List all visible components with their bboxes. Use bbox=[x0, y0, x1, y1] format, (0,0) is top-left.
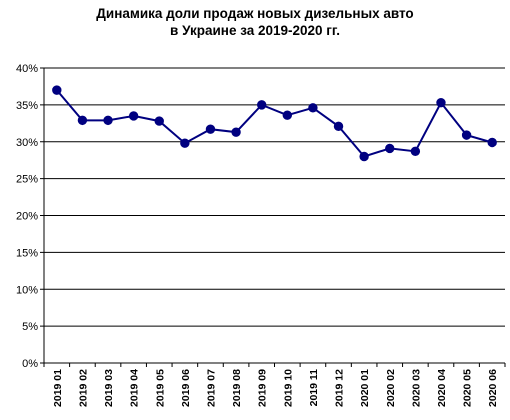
y-tick-label: 20% bbox=[16, 211, 38, 223]
data-point bbox=[487, 137, 497, 148]
x-tick-label: 2019 06 bbox=[180, 369, 192, 407]
data-point bbox=[256, 100, 267, 110]
x-tick-label: 2019 01 bbox=[52, 369, 64, 407]
x-tick-label: 2019 04 bbox=[129, 369, 141, 407]
x-tick-label: 2019 10 bbox=[282, 369, 294, 407]
y-tick-label: 15% bbox=[16, 247, 38, 259]
x-tick-label: 2019 03 bbox=[103, 369, 115, 407]
x-tick-label: 2020 06 bbox=[487, 369, 499, 407]
y-tick-label: 5% bbox=[22, 321, 38, 333]
data-point bbox=[154, 116, 164, 126]
x-tick-label: 2019 09 bbox=[257, 369, 269, 407]
x-tick-label: 2019 12 bbox=[334, 369, 346, 407]
x-tick-label: 2019 08 bbox=[231, 369, 243, 407]
x-tick-label: 2020 04 bbox=[436, 369, 448, 407]
x-tick-label: 2020 01 bbox=[359, 369, 371, 407]
data-point bbox=[231, 127, 241, 137]
data-point bbox=[359, 151, 369, 162]
data-point bbox=[128, 111, 139, 121]
data-point bbox=[103, 115, 113, 126]
x-tick-label: 2019 02 bbox=[77, 369, 89, 407]
x-tick-label: 2019 07 bbox=[205, 369, 217, 407]
x-tick-label: 2019 11 bbox=[308, 369, 320, 407]
y-tick-label: 30% bbox=[16, 137, 38, 149]
data-point bbox=[205, 124, 216, 134]
data-point bbox=[410, 146, 421, 157]
y-tick-label: 0% bbox=[22, 358, 38, 370]
data-point bbox=[180, 138, 190, 148]
data-point bbox=[52, 85, 62, 95]
data-point bbox=[308, 103, 318, 113]
chart-title-line1: Динамика доли продаж новых дизельных авт… bbox=[96, 6, 414, 21]
x-tick-label: 2020 03 bbox=[410, 369, 422, 407]
data-point bbox=[436, 97, 446, 108]
chart-title-line2: в Украине за 2019-2020 гг. bbox=[170, 23, 340, 38]
series-line bbox=[56, 89, 493, 158]
data-point bbox=[282, 110, 293, 120]
data-point bbox=[461, 130, 472, 140]
x-tick-label: 2020 02 bbox=[385, 369, 397, 407]
y-tick-label: 40% bbox=[16, 63, 38, 75]
data-point bbox=[77, 115, 88, 126]
x-tick-label: 2020 05 bbox=[462, 369, 474, 407]
y-tick-label: 10% bbox=[16, 284, 38, 296]
y-tick-label: 25% bbox=[16, 174, 38, 186]
y-tick-label: 35% bbox=[16, 100, 38, 112]
data-point bbox=[333, 121, 344, 131]
data-point bbox=[385, 143, 395, 154]
x-tick-label: 2019 05 bbox=[154, 369, 166, 407]
